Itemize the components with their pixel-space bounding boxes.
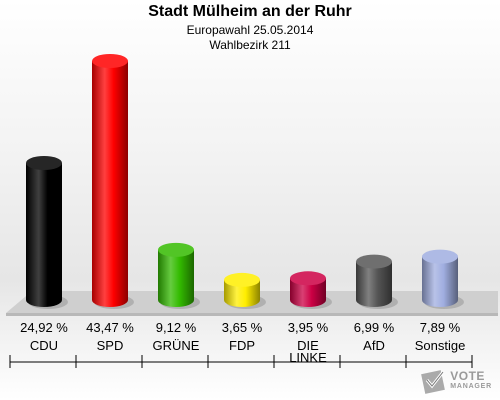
chart-floor-edge [6,313,498,316]
category-label: CDU [30,338,58,353]
chart-subtitle: Europawahl 25.05.2014 [186,23,314,37]
chart-district: Wahlbezirk 211 [209,38,291,52]
bar-die-linke [290,278,326,307]
value-label: 43,47 % [86,320,134,335]
value-label: 7,89 % [420,320,461,335]
bar-top [26,155,62,170]
bar-cdu [26,162,62,307]
bar-spd [92,61,128,307]
bar-sonstige [422,256,458,307]
chart-title: Stadt Mülheim an der Ruhr [148,3,352,20]
vote-manager-logo-icon [421,370,446,394]
bar-top [158,242,194,257]
watermark-line1: VOTE [450,369,485,383]
bar-top [224,272,260,287]
value-label: 6,99 % [354,320,395,335]
category-label: SPD [97,338,124,353]
category-label: FDP [229,338,255,353]
bar-top [356,254,392,269]
vote-manager-watermark: VOTE MANAGER [421,368,492,394]
category-label: DIE [297,338,319,353]
bar-top [92,54,128,68]
category-label: Sonstige [415,338,466,353]
bar-grüne [158,249,194,307]
value-label: 3,95 % [288,320,329,335]
bar-top [290,271,326,286]
watermark-line2: MANAGER [450,383,492,390]
category-label: LINKE [289,350,327,365]
bar-top [422,249,458,264]
bar-afd [356,261,392,307]
value-label: 24,92 % [20,320,68,335]
category-label: AfD [363,338,385,353]
value-label: 3,65 % [222,320,263,335]
bar-fdp [224,279,260,307]
category-label: GRÜNE [153,338,200,353]
value-label: 9,12 % [156,320,197,335]
